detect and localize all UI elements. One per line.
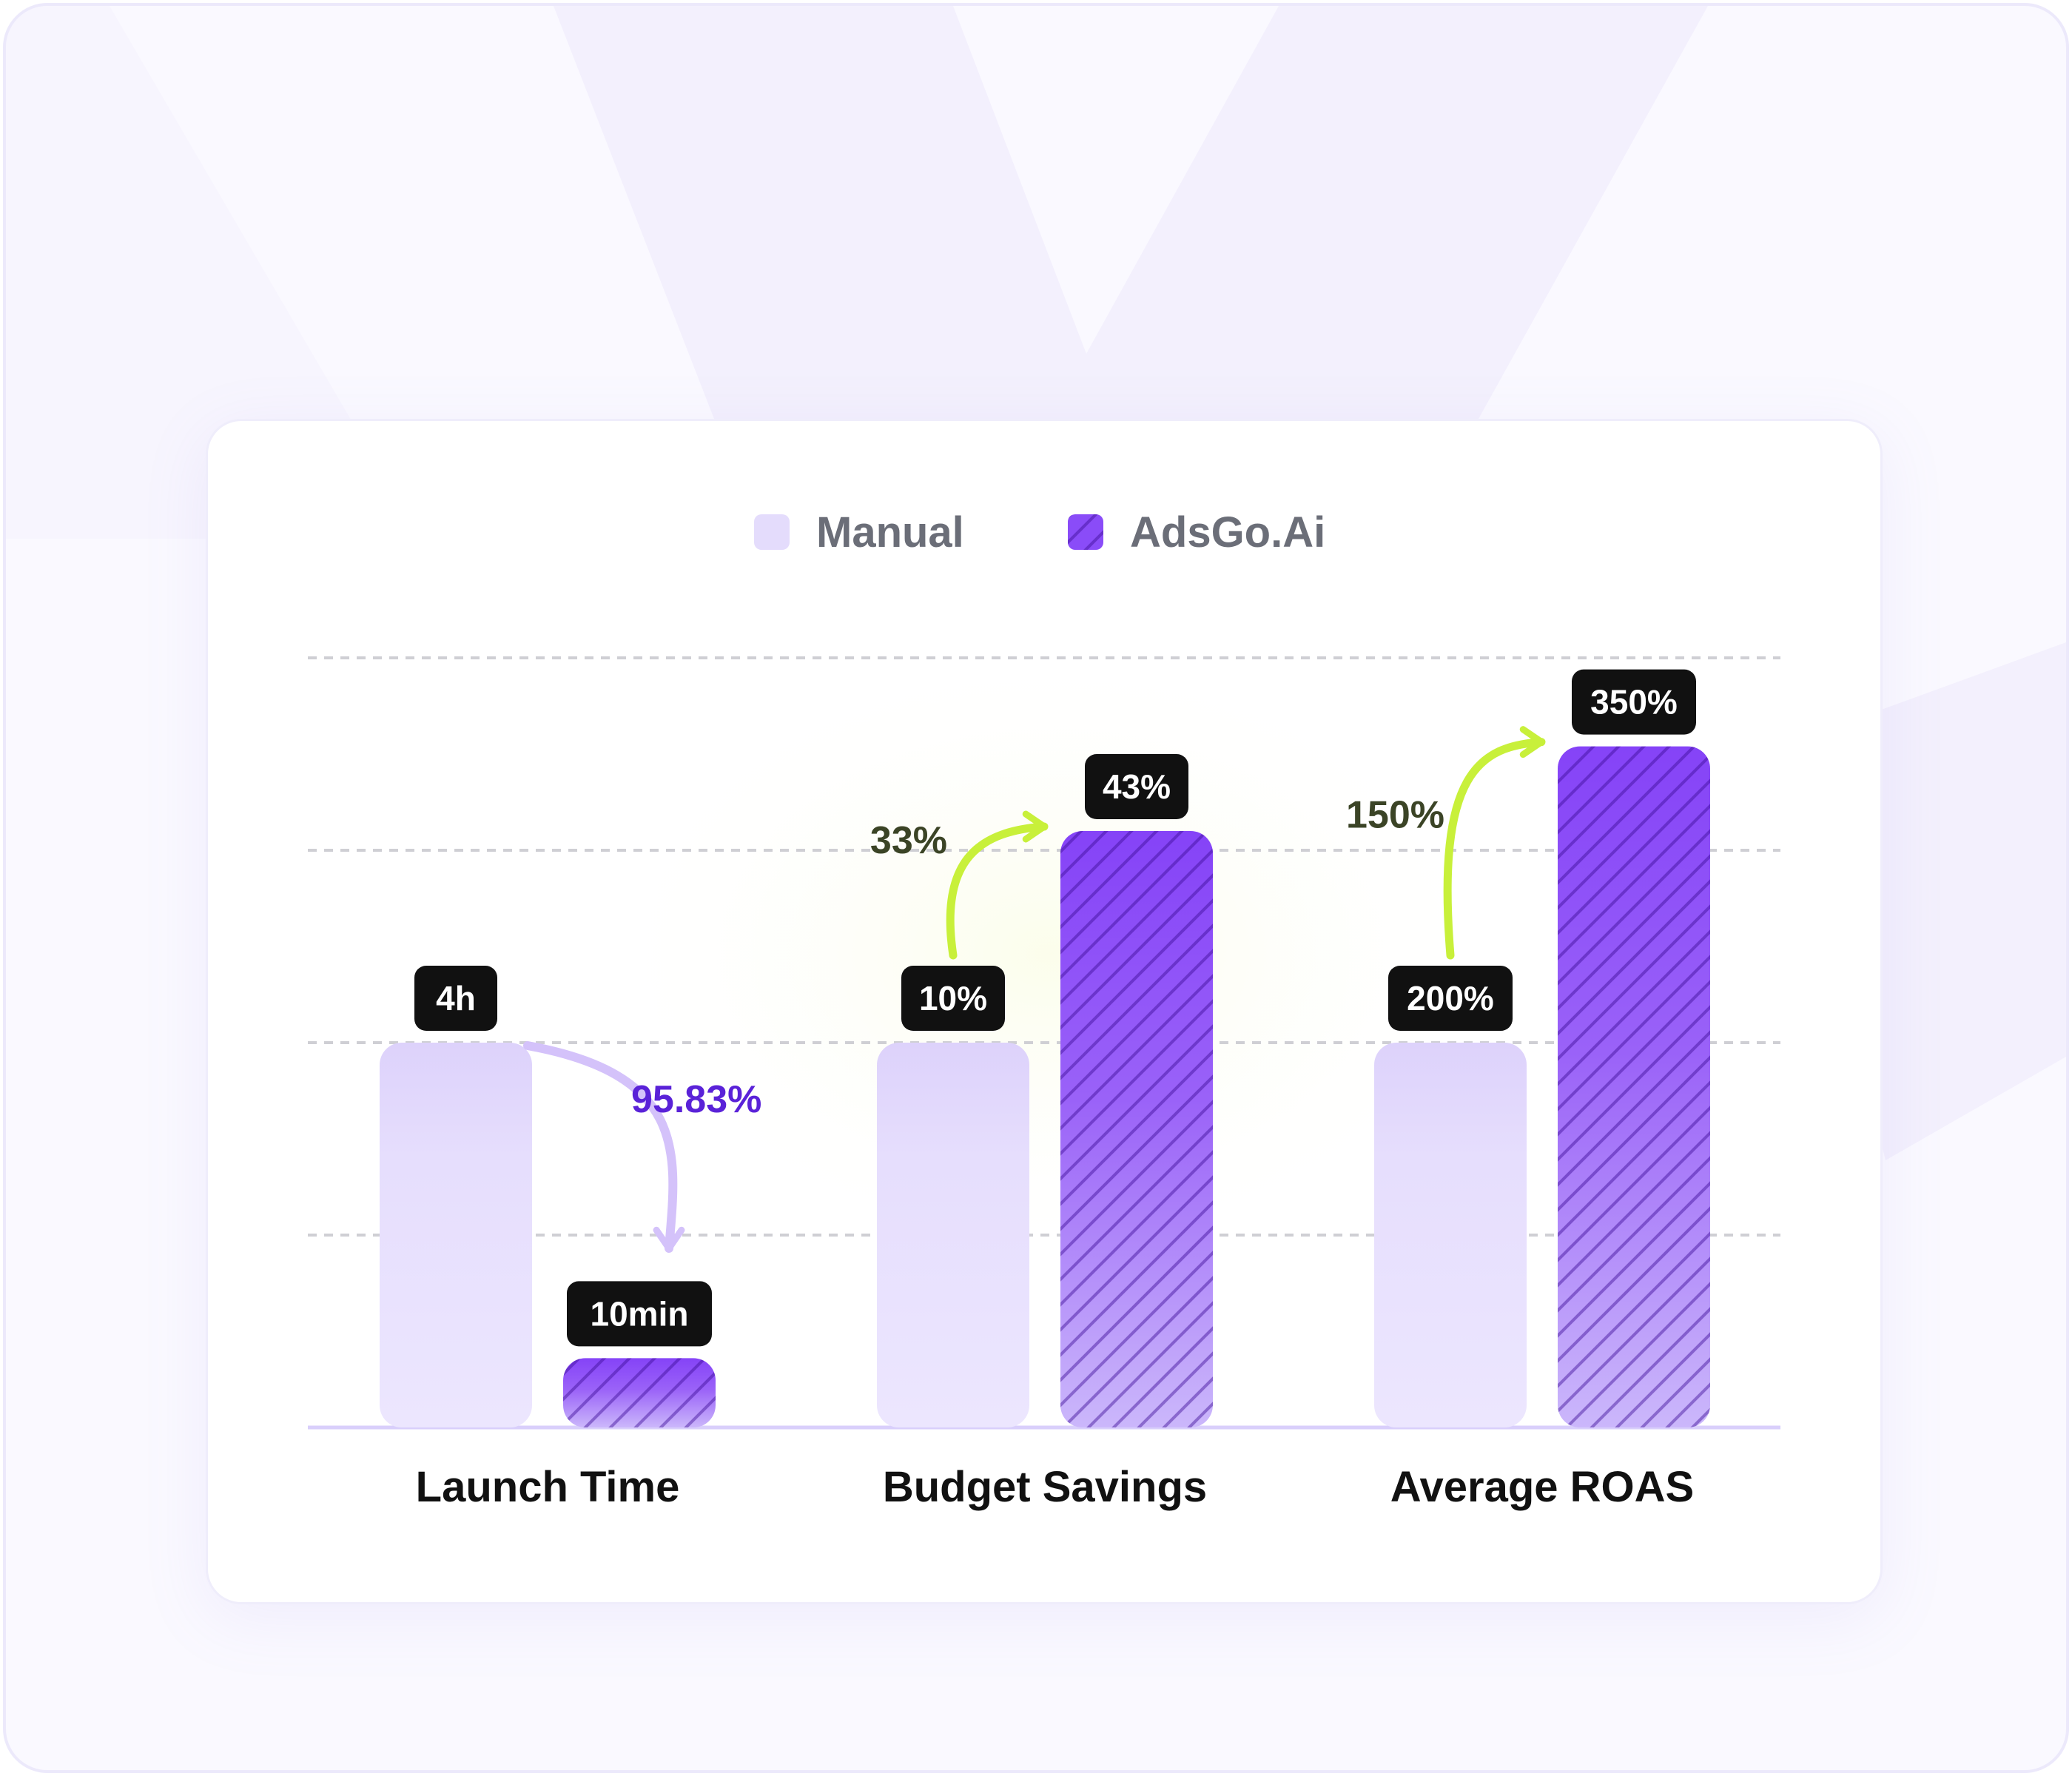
bar-adsgo (563, 1358, 716, 1427)
outer-frame: 4h 10min Launch Time 10% 43% Budget Savings 20… (3, 3, 2069, 1773)
comparison-chart: 4h 10min Launch Time 10% 43% Budget Savings 20… (308, 508, 1780, 1511)
category-label: Launch Time (416, 1463, 680, 1511)
category-label: Average ROAS (1390, 1463, 1694, 1511)
value-badge-adsgo: 43% (1085, 754, 1188, 819)
change-label: 33% (870, 819, 947, 862)
legend: Manual AdsGo.Ai (754, 508, 1325, 556)
value-badge-manual: 4h (414, 966, 497, 1031)
change-label: 95.83% (631, 1078, 761, 1121)
change-label: 150% (1346, 794, 1444, 837)
value-badge-manual: 200% (1388, 966, 1513, 1031)
change-arrow (523, 1041, 685, 1253)
legend-swatch (754, 514, 790, 550)
value-badge-manual: 10% (901, 966, 1005, 1031)
bar-adsgo (1558, 746, 1710, 1427)
bar-manual (877, 1043, 1029, 1427)
labels: 4h 10min Launch Time 10% 43% Budget Savings 20… (414, 669, 1696, 1511)
category-label: Budget Savings (883, 1463, 1207, 1511)
svg-text:4h: 4h (436, 979, 476, 1018)
change-annotations (523, 726, 1546, 1253)
legend-item: Manual (754, 508, 964, 556)
change-arrow (946, 810, 1049, 960)
legend-item: AdsGo.Ai (1068, 508, 1325, 556)
legend-label: Manual (816, 508, 964, 556)
svg-text:200%: 200% (1407, 979, 1494, 1018)
bar-manual (1374, 1043, 1527, 1427)
bars (380, 746, 1710, 1427)
value-badge-adsgo: 10min (567, 1281, 712, 1347)
change-arrow (1443, 726, 1546, 960)
svg-text:10min: 10min (591, 1294, 689, 1333)
svg-text:10%: 10% (919, 979, 987, 1018)
svg-text:43%: 43% (1103, 767, 1171, 806)
value-badge-adsgo: 350% (1572, 669, 1696, 735)
svg-text:350%: 350% (1590, 683, 1678, 722)
center-glow (593, 643, 1510, 1265)
bar-manual (380, 1043, 532, 1427)
bar-adsgo (1060, 831, 1213, 1427)
legend-label: AdsGo.Ai (1130, 508, 1325, 556)
chart-card: 4h 10min Launch Time 10% 43% Budget Savings 20… (206, 419, 1883, 1604)
gridlines (308, 656, 1780, 1430)
